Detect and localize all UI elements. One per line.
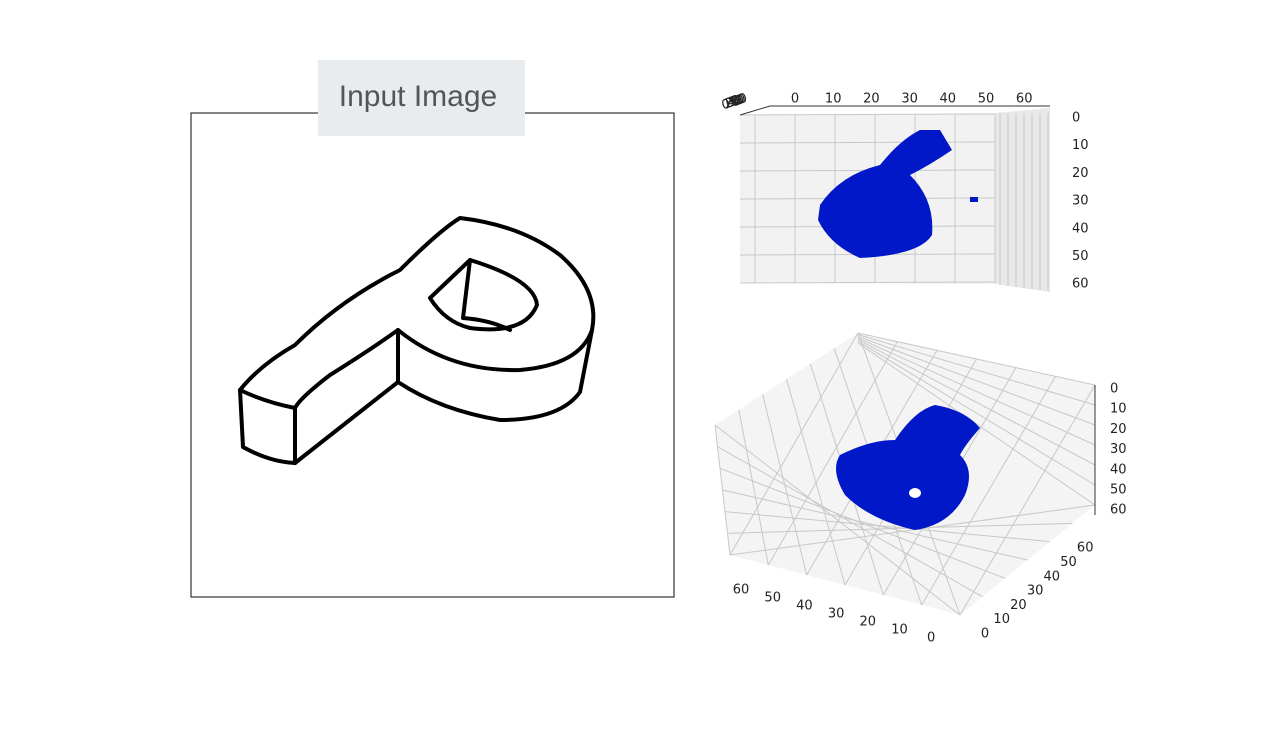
grid-line xyxy=(714,424,961,616)
tick-label: 40 xyxy=(1072,221,1089,236)
grid-line xyxy=(719,467,1006,579)
grid-line xyxy=(717,446,983,598)
voxel-speck xyxy=(970,197,978,202)
tick-label: 40 xyxy=(940,92,957,107)
grid-line xyxy=(786,378,846,586)
tick-label: 0 xyxy=(1072,111,1080,126)
tick-label: 0 xyxy=(720,97,732,114)
tick-label: 60 xyxy=(1077,541,1094,556)
tick-label: 50 xyxy=(728,91,748,110)
tick-label: 0 xyxy=(927,631,935,646)
grid-line xyxy=(857,340,1096,486)
grid-line xyxy=(727,522,1073,534)
axis-line xyxy=(739,105,771,116)
tick-label: 30 xyxy=(901,92,918,107)
grid-line xyxy=(762,394,808,576)
tick-label: 50 xyxy=(1110,483,1127,498)
tick-label: 40 xyxy=(1110,462,1127,477)
tick-label: 0 xyxy=(981,627,989,642)
voxel-shape xyxy=(818,130,952,258)
grid-line xyxy=(959,384,1096,616)
tick-label: 30 xyxy=(725,93,745,112)
title-box xyxy=(318,60,525,136)
tick-label: 20 xyxy=(723,93,743,112)
iso-view xyxy=(714,332,1096,616)
tick-label: 30 xyxy=(1110,442,1127,457)
tick-labels: 0 10 20 30 40 50 60010203040506001020304050600… xyxy=(720,91,1126,646)
title-label: Input Image xyxy=(339,80,497,113)
tick-label: 50 xyxy=(764,591,781,606)
tick-label: 50 xyxy=(978,92,995,107)
tick-label: 60 xyxy=(733,583,750,598)
grid-line xyxy=(857,335,1096,426)
tick-label: 30 xyxy=(1072,194,1089,209)
grid-line xyxy=(739,113,996,116)
grid-line xyxy=(739,141,996,144)
tick-label: 40 xyxy=(726,92,746,111)
grid-line xyxy=(724,511,1051,543)
grid-line xyxy=(921,376,1056,606)
tick-label: 40 xyxy=(1044,569,1061,584)
grid-line xyxy=(857,339,1096,466)
tick-label: 30 xyxy=(828,607,845,622)
tick-label: 10 xyxy=(993,612,1010,627)
grid-line xyxy=(729,332,859,556)
tick-label: 50 xyxy=(1060,555,1077,570)
tick-label: 60 xyxy=(729,91,749,110)
tick-label: 20 xyxy=(860,615,877,630)
tick-label: 10 xyxy=(891,623,908,638)
tick-label: 50 xyxy=(1072,249,1089,264)
tick-label: 20 xyxy=(1110,422,1127,437)
grid-line xyxy=(857,342,1096,506)
tick-label: 40 xyxy=(796,599,813,614)
grid-line xyxy=(857,334,1096,406)
grid-line xyxy=(738,409,769,566)
tick-label: 10 xyxy=(1072,138,1089,153)
pane-side xyxy=(995,108,1050,292)
top-view xyxy=(739,105,1050,292)
tick-label: 0 xyxy=(1110,382,1118,397)
tick-label: 60 xyxy=(1110,503,1127,518)
grid-line xyxy=(739,281,996,284)
tick-label: 20 xyxy=(1010,598,1027,613)
grid-line xyxy=(729,504,1096,556)
tick-label: 60 xyxy=(1072,277,1089,292)
tick-label: 10 xyxy=(722,94,742,113)
input-frame xyxy=(190,112,675,598)
tick-label: 0 xyxy=(791,92,799,107)
tick-label: 10 xyxy=(1110,402,1127,417)
tick-label: 20 xyxy=(863,92,880,107)
tick-label: 10 xyxy=(825,92,842,107)
grid-line xyxy=(722,489,1028,561)
tick-label: 20 xyxy=(1072,166,1089,181)
sketch-p xyxy=(238,216,596,465)
grid-line xyxy=(767,341,898,566)
tick-label: 60 xyxy=(1016,92,1033,107)
voxel-shape xyxy=(836,405,980,530)
voxel-hole xyxy=(909,488,921,498)
tick-label: 30 xyxy=(1027,584,1044,599)
grid-line xyxy=(857,337,1096,446)
